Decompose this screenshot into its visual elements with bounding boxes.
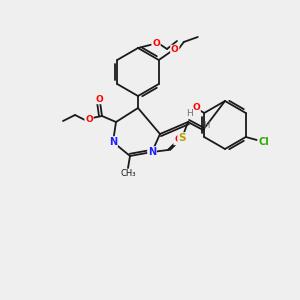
Text: O: O xyxy=(85,116,93,124)
Text: O: O xyxy=(152,38,160,47)
Text: O: O xyxy=(192,103,200,112)
Text: Cl: Cl xyxy=(258,137,269,147)
Text: H: H xyxy=(186,110,193,118)
Text: N: N xyxy=(109,137,117,147)
Text: S: S xyxy=(178,133,186,143)
Text: CH₃: CH₃ xyxy=(120,169,136,178)
Text: O: O xyxy=(171,46,179,55)
Text: O: O xyxy=(174,136,182,145)
Text: O: O xyxy=(95,94,103,103)
Text: H: H xyxy=(203,122,209,130)
Text: N: N xyxy=(148,147,156,157)
